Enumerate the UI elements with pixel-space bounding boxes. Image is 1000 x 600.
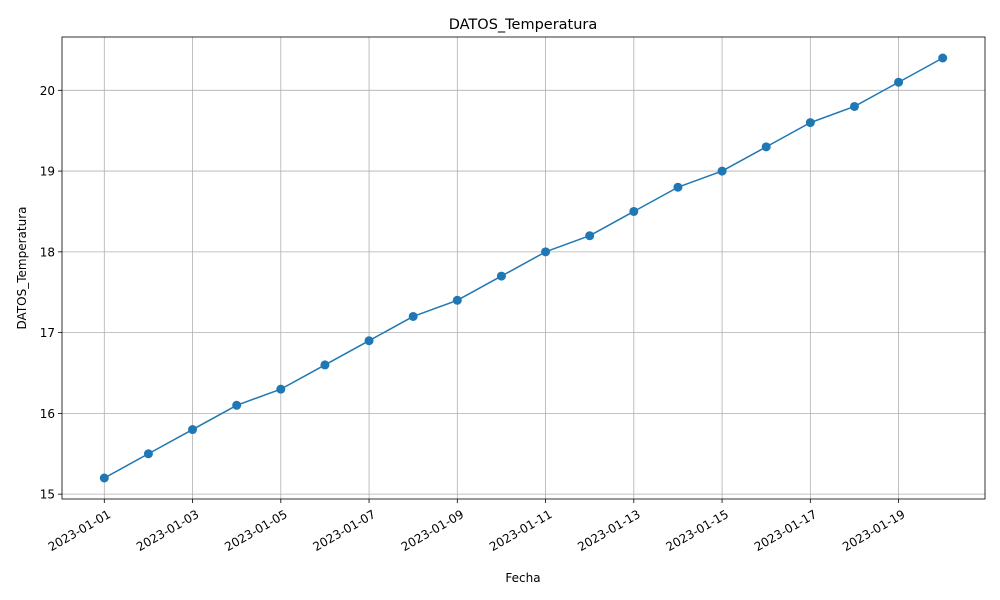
data-point <box>938 53 948 63</box>
data-point <box>629 206 639 216</box>
series-layer <box>99 53 948 483</box>
y-tick-label: 16 <box>40 407 55 421</box>
data-point <box>364 336 374 346</box>
data-point <box>232 400 242 410</box>
data-point <box>452 295 462 305</box>
data-point <box>320 360 330 370</box>
data-point <box>188 425 198 435</box>
grid-lines <box>62 37 985 499</box>
data-point <box>541 247 551 257</box>
y-axis-title: DATOS_Temperatura <box>15 207 29 330</box>
y-tick-label: 15 <box>40 488 55 502</box>
data-point <box>143 449 153 459</box>
y-axis: 15 16 17 18 19 20 <box>40 84 62 502</box>
data-point <box>408 311 418 321</box>
data-point <box>585 231 595 241</box>
data-point <box>496 271 506 281</box>
chart-title: DATOS_Temperatura <box>449 17 598 33</box>
data-point <box>805 118 815 128</box>
data-point <box>673 182 683 192</box>
y-tick-label: 18 <box>40 245 55 259</box>
plot-frame <box>61 36 986 500</box>
y-tick-label: 19 <box>40 165 55 179</box>
y-tick-label: 17 <box>40 326 55 340</box>
y-tick-label: 20 <box>40 84 55 98</box>
data-point <box>761 142 771 152</box>
x-axis-title: Fecha <box>505 571 540 585</box>
data-point <box>99 473 109 483</box>
data-point <box>717 166 727 176</box>
data-point <box>276 384 286 394</box>
series-line <box>103 57 944 479</box>
data-point <box>849 101 859 111</box>
data-point <box>894 77 904 87</box>
